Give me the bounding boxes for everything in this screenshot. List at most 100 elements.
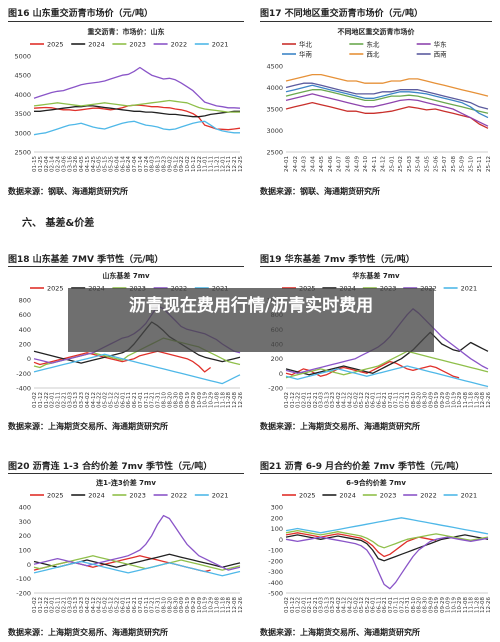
x-tick-label: 01-12 [38, 597, 44, 613]
legend-label: 2021 [212, 41, 229, 49]
x-tick-label: 08-13 [156, 156, 162, 172]
x-tick-label: 24-08 [345, 156, 351, 172]
chart-title: 山东基差 7mv [102, 271, 150, 280]
x-tick-label: 24-06 [328, 156, 334, 172]
x-tick-label: 02-11 [307, 392, 313, 408]
legend-label: 2023 [129, 492, 146, 500]
x-tick-label: 02-21 [61, 597, 67, 613]
x-tick-label: 04-22 [97, 597, 103, 613]
legend-label: 2022 [171, 492, 188, 500]
x-tick-label: 24-12 [381, 156, 387, 172]
y-tick-label: -100 [268, 547, 283, 555]
x-tick-label: 12-01 [220, 156, 226, 172]
series-line [285, 536, 489, 590]
x-tick-label: 05-05 [97, 156, 103, 172]
x-tick-label: 03-23 [330, 597, 336, 613]
x-tick-label: 24-03 [302, 156, 308, 172]
x-tick-label: 05-22 [114, 597, 120, 613]
x-tick-label: 04-02 [85, 597, 91, 613]
x-tick-label: 09-19 [434, 597, 440, 613]
x-tick-label: 06-01 [371, 597, 377, 613]
series-line [33, 66, 241, 109]
x-tick-label: 07-31 [405, 392, 411, 408]
x-tick-label: 11-18 [469, 392, 475, 408]
x-tick-label: 12-26 [486, 392, 492, 408]
x-tick-label: 25-06 [433, 156, 439, 172]
x-tick-label: 24-01 [284, 156, 290, 172]
x-tick-label: 04-25 [91, 156, 97, 172]
legend-label: 华北 [299, 40, 313, 49]
legend-label: 2021 [461, 492, 478, 500]
title-rule-21 [260, 473, 492, 474]
chart-title: 重交沥青：市场价：山东 [88, 27, 165, 36]
chart-21: 6-9合约价差 7mv 2025 2024 2023 2022 2021 -500 -400 -… [268, 478, 492, 613]
x-tick-label: 05-12 [109, 597, 115, 613]
x-tick-label: 03-03 [67, 597, 73, 613]
legend-label: 华南 [299, 50, 313, 59]
chart-title: 连1-连3价差 7mv [96, 478, 156, 487]
y-tick-label: 600 [19, 311, 31, 319]
y-tick-label: 3500 [266, 106, 283, 114]
x-tick-label: 02-21 [61, 392, 67, 408]
x-tick-label: 05-02 [353, 597, 359, 613]
series-line [285, 89, 489, 114]
x-tick-label: 25-08 [451, 156, 457, 172]
x-tick-label: 04-15 [85, 156, 91, 172]
x-tick-label: 01-22 [296, 597, 302, 613]
x-tick-label: 25-11 [477, 156, 483, 172]
x-tick-label: 10-29 [209, 597, 215, 613]
y-tick-label: 800 [19, 297, 31, 305]
x-tick-label: 03-23 [79, 392, 85, 408]
x-tick-label: 07-04 [132, 156, 138, 172]
x-tick-label: 10-09 [446, 392, 452, 408]
x-tick-label: 01-15 [32, 156, 38, 172]
x-tick-label: 04-02 [85, 392, 91, 408]
x-tick-label: 24-04 [310, 156, 316, 172]
x-tick-label: 11-08 [463, 597, 469, 613]
y-tick-label: -200 [16, 590, 31, 598]
legend-label: 2024 [88, 492, 105, 500]
x-tick-label: 09-12 [173, 156, 179, 172]
y-tick-label: 4000 [266, 84, 283, 92]
x-tick-label: 12-26 [238, 392, 244, 408]
x-tick-label: 03-23 [330, 392, 336, 408]
x-tick-label: 02-21 [313, 392, 319, 408]
x-tick-label: 10-19 [451, 392, 457, 408]
y-tick-label: 200 [19, 341, 31, 349]
x-tick-label: 01-12 [38, 392, 44, 408]
section-heading: 六、 基差&价差 [22, 218, 95, 229]
x-tick-label: 01-12 [290, 597, 296, 613]
x-tick-label: 04-22 [97, 392, 103, 408]
x-tick-label: 02-11 [56, 597, 62, 613]
y-tick-label: -100 [16, 575, 31, 583]
x-tick-label: 07-11 [144, 392, 150, 408]
x-tick-label: 08-30 [423, 597, 429, 613]
legend-label: 2025 [47, 41, 64, 49]
series-line [33, 514, 241, 571]
x-tick-label: 04-05 [79, 156, 85, 172]
series-line [285, 350, 489, 379]
y-tick-label: -400 [268, 579, 283, 587]
x-tick-label: 12-25 [238, 156, 244, 172]
x-tick-label: 09-09 [179, 597, 185, 613]
x-tick-label: 12-11 [226, 156, 232, 172]
x-tick-label: 02-04 [44, 156, 50, 172]
x-tick-label: 07-21 [150, 597, 156, 613]
series-line [34, 105, 240, 118]
x-tick-label: 05-22 [114, 392, 120, 408]
x-tick-label: 12-08 [480, 597, 486, 613]
x-tick-label: 06-11 [126, 392, 132, 408]
x-tick-label: 04-22 [347, 597, 353, 613]
x-tick-label: 01-02 [284, 597, 290, 613]
y-tick-label: 4500 [266, 63, 283, 71]
x-tick-label: 03-16 [67, 156, 73, 172]
x-tick-label: 09-19 [434, 392, 440, 408]
x-tick-label: 11-28 [474, 392, 480, 408]
series-line [285, 93, 489, 127]
x-tick-label: 25-02 [398, 156, 404, 172]
x-tick-label: 02-01 [50, 597, 56, 613]
x-tick-label: 25-05 [425, 156, 431, 172]
y-tick-label: 0 [27, 355, 31, 363]
title-rule-19 [260, 266, 492, 267]
